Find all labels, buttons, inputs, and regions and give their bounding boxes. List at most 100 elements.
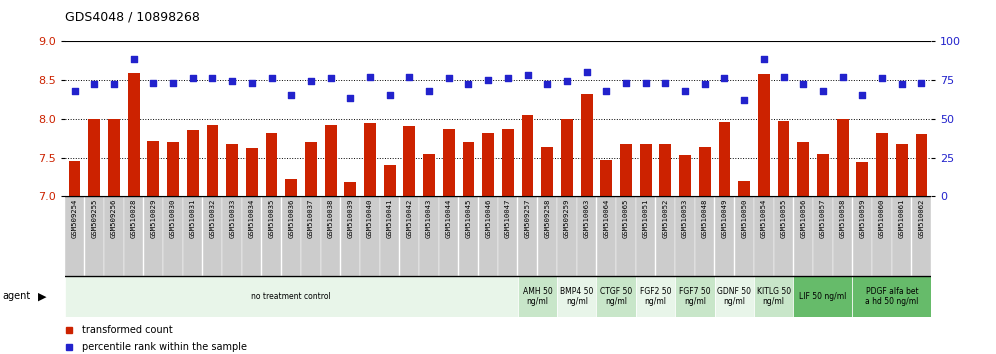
Bar bbox=[167, 142, 179, 196]
Bar bbox=[65, 196, 85, 276]
Bar bbox=[127, 73, 139, 196]
Bar bbox=[597, 276, 635, 317]
Bar bbox=[695, 196, 714, 276]
Bar bbox=[857, 162, 869, 196]
Point bbox=[736, 97, 752, 103]
Bar bbox=[147, 141, 159, 196]
Text: GSM510059: GSM510059 bbox=[860, 199, 866, 238]
Text: percentile rank within the sample: percentile rank within the sample bbox=[82, 342, 247, 352]
Text: GSM510064: GSM510064 bbox=[604, 199, 610, 238]
Bar bbox=[635, 276, 675, 317]
Text: CTGF 50
ng/ml: CTGF 50 ng/ml bbox=[600, 287, 632, 306]
Point bbox=[756, 57, 772, 62]
Bar bbox=[915, 134, 927, 196]
Text: GSM510031: GSM510031 bbox=[190, 199, 196, 238]
Text: GSM510053: GSM510053 bbox=[682, 199, 688, 238]
Bar bbox=[715, 196, 734, 276]
Text: GSM509255: GSM509255 bbox=[92, 199, 98, 238]
Bar bbox=[108, 119, 120, 196]
Point bbox=[579, 69, 595, 75]
Text: AMH 50
ng/ml: AMH 50 ng/ml bbox=[523, 287, 552, 306]
Point bbox=[697, 81, 713, 87]
Text: GSM510060: GSM510060 bbox=[879, 199, 885, 238]
Text: GSM510037: GSM510037 bbox=[308, 199, 314, 238]
Text: GSM510028: GSM510028 bbox=[130, 199, 136, 238]
Bar bbox=[203, 196, 222, 276]
Bar bbox=[895, 143, 907, 196]
Bar bbox=[187, 130, 198, 196]
Bar bbox=[876, 133, 888, 196]
Bar bbox=[679, 155, 691, 196]
Bar bbox=[561, 119, 573, 196]
Point bbox=[855, 92, 871, 98]
Text: GSM510035: GSM510035 bbox=[269, 199, 275, 238]
Text: GSM510030: GSM510030 bbox=[170, 199, 176, 238]
Text: GSM510056: GSM510056 bbox=[800, 199, 806, 238]
Point bbox=[283, 92, 299, 98]
Bar bbox=[911, 196, 931, 276]
Bar bbox=[222, 196, 242, 276]
Text: GSM510046: GSM510046 bbox=[485, 199, 491, 238]
Text: GSM510034: GSM510034 bbox=[249, 199, 255, 238]
Point bbox=[716, 75, 732, 81]
Bar bbox=[462, 142, 474, 196]
Point bbox=[520, 72, 536, 78]
Point bbox=[381, 92, 397, 98]
Text: GSM510039: GSM510039 bbox=[348, 199, 354, 238]
Text: GSM509259: GSM509259 bbox=[564, 199, 570, 238]
Bar bbox=[558, 196, 577, 276]
Point bbox=[343, 96, 359, 101]
Bar bbox=[794, 276, 853, 317]
Text: agent: agent bbox=[2, 291, 30, 302]
Bar bbox=[226, 143, 238, 196]
Bar bbox=[758, 74, 770, 196]
Bar bbox=[89, 119, 101, 196]
Text: FGF2 50
ng/ml: FGF2 50 ng/ml bbox=[639, 287, 671, 306]
Bar bbox=[143, 196, 163, 276]
Bar bbox=[659, 143, 671, 196]
Bar bbox=[814, 196, 833, 276]
Bar bbox=[482, 133, 494, 196]
Point bbox=[125, 57, 141, 62]
Point bbox=[913, 80, 929, 86]
Point bbox=[637, 80, 653, 86]
Text: BMP4 50
ng/ml: BMP4 50 ng/ml bbox=[560, 287, 594, 306]
Bar bbox=[361, 196, 379, 276]
Bar bbox=[675, 196, 695, 276]
Bar bbox=[262, 196, 281, 276]
Bar bbox=[853, 196, 872, 276]
Point bbox=[323, 75, 339, 81]
Text: GSM510062: GSM510062 bbox=[918, 199, 924, 238]
Point bbox=[264, 75, 280, 81]
Point bbox=[599, 88, 615, 93]
Bar bbox=[636, 196, 655, 276]
Text: GSM510032: GSM510032 bbox=[209, 199, 215, 238]
Text: GSM510054: GSM510054 bbox=[761, 199, 767, 238]
Bar bbox=[246, 148, 258, 196]
Point bbox=[67, 88, 83, 93]
Bar bbox=[399, 196, 419, 276]
Bar bbox=[419, 196, 438, 276]
Text: GSM510065: GSM510065 bbox=[623, 199, 629, 238]
Bar bbox=[577, 196, 597, 276]
Text: transformed count: transformed count bbox=[82, 325, 173, 335]
Text: ▶: ▶ bbox=[38, 291, 47, 302]
Point bbox=[539, 81, 555, 87]
Bar bbox=[734, 196, 754, 276]
Text: GSM509257: GSM509257 bbox=[525, 199, 531, 238]
Bar bbox=[542, 147, 553, 196]
Bar bbox=[639, 143, 651, 196]
Bar bbox=[522, 115, 534, 196]
Point bbox=[362, 74, 377, 79]
Bar bbox=[774, 196, 793, 276]
Bar bbox=[778, 121, 790, 196]
Bar bbox=[285, 179, 297, 196]
Bar bbox=[498, 196, 518, 276]
Bar bbox=[443, 129, 454, 196]
Bar bbox=[282, 196, 301, 276]
Point bbox=[106, 81, 122, 87]
Bar bbox=[872, 196, 891, 276]
Text: GDS4048 / 10898268: GDS4048 / 10898268 bbox=[65, 11, 199, 24]
Text: GSM510058: GSM510058 bbox=[840, 199, 846, 238]
Point bbox=[500, 75, 516, 81]
